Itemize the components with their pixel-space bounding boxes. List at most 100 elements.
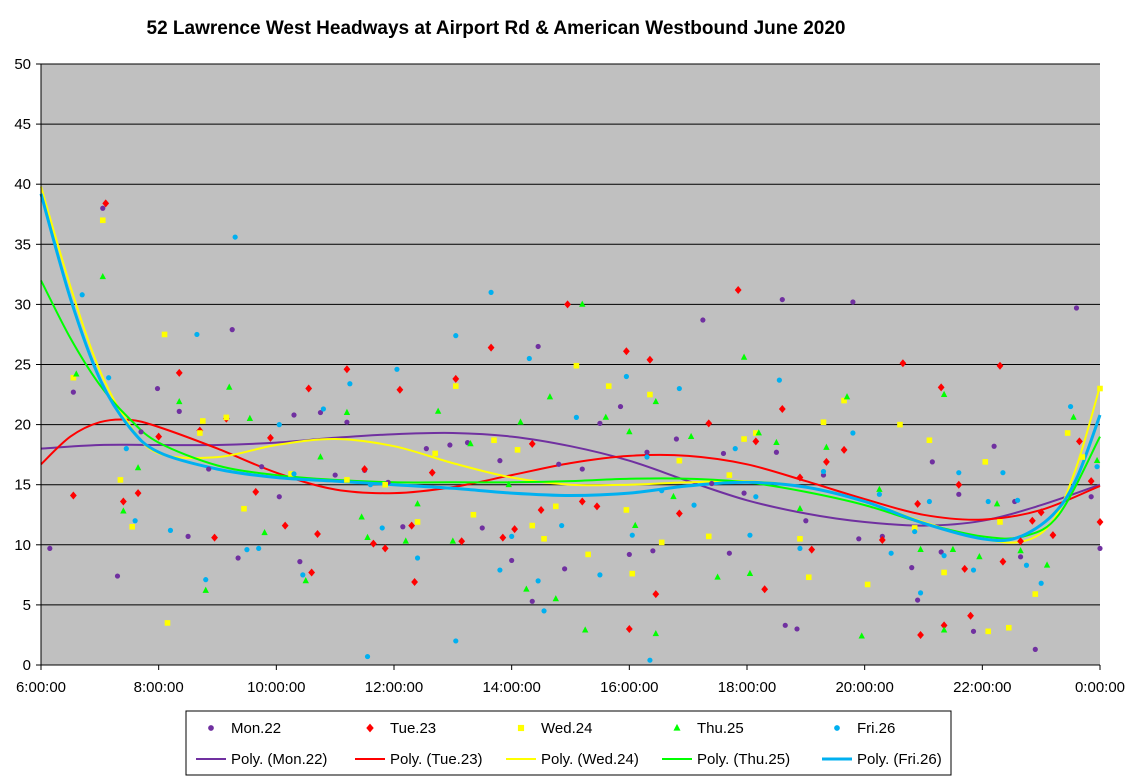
data-point — [537, 505, 545, 514]
data-point — [381, 544, 389, 553]
data-point — [276, 422, 282, 428]
data-point — [167, 527, 174, 533]
data-point — [161, 331, 168, 338]
data-point — [70, 374, 77, 381]
data-point — [223, 414, 230, 421]
data-point — [858, 632, 865, 639]
data-point — [1017, 537, 1024, 546]
data-point — [909, 565, 915, 571]
data-point — [917, 590, 924, 596]
data-point — [297, 559, 303, 565]
data-point — [714, 573, 721, 580]
data-point — [241, 505, 247, 512]
data-point — [559, 522, 565, 529]
legend-label: Mon.22 — [231, 720, 281, 737]
data-point — [955, 480, 963, 489]
y-tick-label: 45 — [14, 116, 31, 133]
data-point — [347, 381, 353, 387]
y-tick-label: 0 — [23, 657, 31, 674]
data-point — [428, 468, 436, 477]
data-point — [449, 537, 457, 544]
data-point — [658, 539, 665, 546]
data-point — [940, 621, 948, 630]
data-point — [1076, 437, 1083, 446]
data-point — [317, 453, 324, 460]
trendline — [40, 418, 1101, 521]
data-point — [291, 412, 297, 418]
data-point — [856, 536, 862, 542]
data-point — [1017, 547, 1024, 554]
data-point — [976, 553, 983, 560]
data-point — [155, 432, 163, 441]
data-point — [1088, 494, 1094, 500]
data-point — [529, 598, 535, 604]
data-point — [488, 289, 494, 295]
x-tick-label: 0:00:00 — [1075, 679, 1125, 696]
data-point — [746, 569, 754, 577]
data-point — [134, 489, 142, 498]
data-point — [487, 343, 495, 352]
data-point — [573, 362, 580, 369]
data-point — [434, 407, 442, 414]
data-point — [70, 389, 76, 395]
data-point — [911, 525, 918, 531]
data-point — [276, 494, 282, 500]
data-point — [47, 545, 53, 552]
data-point — [1017, 554, 1024, 560]
data-point — [267, 433, 274, 442]
x-tick-label: 10:00:00 — [247, 679, 305, 696]
data-point — [805, 574, 812, 581]
data-point — [823, 457, 830, 466]
y-tick-label: 35 — [14, 236, 31, 253]
data-point — [993, 500, 1001, 507]
x-axis-ticks: 6:00:00 8:00:00 10:00:00 12:00:00 14:00:00 16… — [16, 665, 1125, 696]
y-axis-ticks: 0 5 10 15 20 25 30 35 40 45 50 — [14, 56, 41, 674]
legend-label: Fri.26 — [857, 720, 895, 737]
data-point — [1028, 516, 1036, 525]
data-point — [552, 595, 559, 602]
data-point — [676, 385, 682, 392]
data-point — [411, 578, 418, 587]
data-point — [753, 494, 759, 500]
data-point — [134, 464, 142, 471]
data-point — [517, 418, 524, 425]
data-point — [546, 393, 554, 400]
data-point — [414, 555, 421, 561]
data-point — [447, 442, 453, 448]
data-point — [176, 397, 183, 405]
data-point — [1043, 561, 1051, 568]
data-point — [154, 385, 161, 392]
data-point — [597, 572, 603, 578]
legend-label: Tue.23 — [390, 720, 436, 737]
data-point — [915, 597, 921, 603]
trendline — [40, 431, 1101, 527]
data-point — [740, 353, 748, 360]
data-point — [626, 551, 632, 558]
legend-label: Poly. (Tue.23) — [390, 751, 483, 768]
data-point — [732, 446, 738, 452]
data-point — [956, 470, 962, 476]
data-point — [281, 521, 289, 530]
y-tick-label: 10 — [14, 537, 31, 554]
data-point — [509, 557, 515, 564]
data-point — [402, 537, 409, 544]
data-point — [753, 430, 759, 436]
data-point — [808, 545, 816, 554]
data-point — [414, 519, 421, 525]
data-point — [1094, 464, 1100, 470]
data-point — [820, 472, 827, 478]
data-point — [261, 528, 268, 536]
data-point — [755, 429, 762, 436]
data-point — [414, 500, 421, 507]
data-point — [617, 403, 624, 410]
legend-label: Poly. (Wed.24) — [541, 751, 639, 768]
data-point — [912, 528, 918, 535]
data-point — [1097, 545, 1103, 552]
y-tick-label: 25 — [14, 357, 31, 374]
data-point — [332, 472, 338, 478]
data-point — [317, 409, 324, 416]
data-point — [408, 521, 416, 530]
data-point — [940, 390, 948, 397]
data-point — [949, 545, 957, 553]
data-point — [917, 630, 924, 639]
